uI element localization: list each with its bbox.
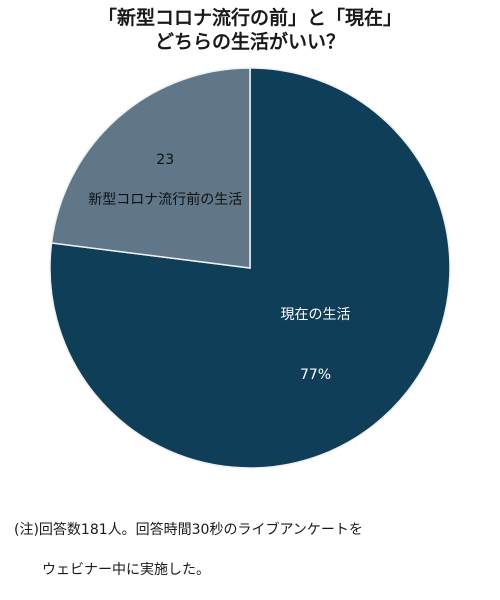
chart-title: 「新型コロナ流行の前」と「現在」 どちらの生活がいい？: [0, 6, 500, 54]
slice-value-1: 23: [156, 152, 174, 168]
slice-value-0: 77%: [300, 367, 331, 383]
pie-slice-1: [50, 67, 251, 269]
footnote: (注)回答数181人。回答時間30秒のライブアンケートを ウェビナー中に実施した…: [14, 500, 494, 600]
slice-label-0: 現在の生活: [281, 307, 351, 323]
pie-chart: 現在の生活 77% 新型コロナ流行前の生活 23: [49, 67, 451, 469]
chart-title-line-1: 「新型コロナ流行の前」と「現在」: [97, 7, 402, 29]
footnote-line-1: (注)回答数181人。回答時間30秒のライブアンケートを: [14, 522, 363, 538]
slice-label-1: 新型コロナ流行前の生活: [88, 191, 242, 208]
footnote-line-2: ウェビナー中に実施した。: [14, 562, 210, 578]
chart-title-line-2: どちらの生活がいい？: [154, 31, 345, 53]
